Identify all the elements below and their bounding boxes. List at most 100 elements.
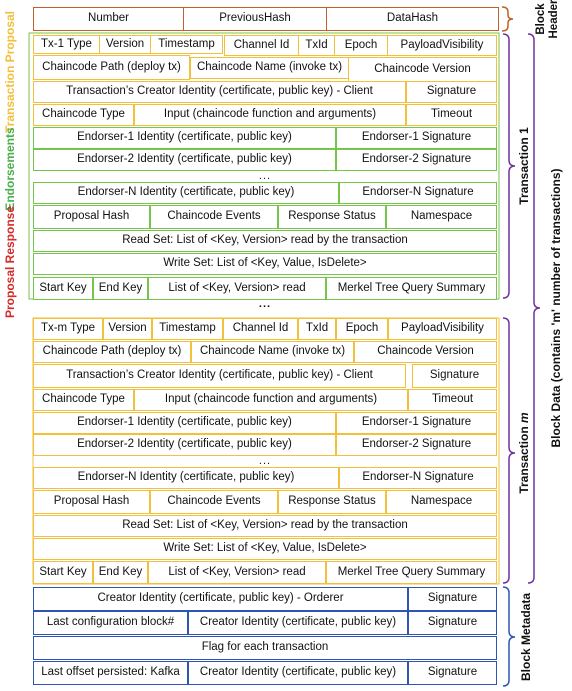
tx1-type-text: Tx-1 Type <box>41 37 92 50</box>
txm-chaincode-events-text: Chaincode Events <box>167 495 261 508</box>
tx1-signature-text: Signature <box>426 85 477 98</box>
txm-start-key-text: Start Key <box>39 565 87 578</box>
txm-endorser2-identity-text: Endorser-2 Identity (certificate, public… <box>77 438 292 451</box>
between-transactions-ellipsis: ... <box>258 298 272 310</box>
txm-start-key: Start Key <box>33 561 93 584</box>
tx1-input: Input (chaincode function and arguments) <box>134 104 406 126</box>
txm-timeout: Timeout <box>408 389 497 411</box>
header-data-hash-text: DataHash <box>386 12 439 25</box>
transaction-proposal-label: Transaction Proposal <box>3 10 17 134</box>
txm-signature-text: Signature <box>429 369 480 382</box>
header-data-hash: DataHash <box>326 7 499 31</box>
tx1-endorser1-identity: Endorser-1 Identity (certificate, public… <box>33 127 336 149</box>
transaction-m-brace <box>502 317 516 584</box>
txm-chaincode-version: Chaincode Version <box>354 341 497 363</box>
txm-version-text: Version <box>108 322 147 335</box>
meta-last-config-block-text: Last configuration block# <box>46 616 175 629</box>
txm-endorserN-identity: Endorser-N Identity (certificate, public… <box>33 467 339 489</box>
txm-end-key: End Key <box>93 561 148 584</box>
transaction-m-label-prefix: Transaction <box>517 422 531 494</box>
txm-chaincode-path: Chaincode Path (deploy tx) <box>33 341 191 363</box>
tx1-range-read-text: List of <Key, Version> read <box>168 281 306 294</box>
txm-txid: TxId <box>298 318 336 340</box>
tx1-endorserN-signature: Endorser-N Signature <box>339 182 497 204</box>
header-number-text: Number <box>88 12 129 25</box>
meta-last-offset: Last offset persisted: Kafka <box>33 661 188 685</box>
tx1-payload-visibility: PayloadVisibility <box>387 35 497 56</box>
txm-read-set-text: Read Set: List of <Key, Version> read by… <box>122 519 408 532</box>
tx1-endorser2-identity-text: Endorser-2 Identity (certificate, public… <box>77 153 292 166</box>
tx1-channel-id-text: Channel Id <box>233 38 290 51</box>
tx1-write-set: Write Set: List of <Key, Value, IsDelete… <box>33 253 497 275</box>
txm-endorserN-signature-text: Endorser-N Signature <box>362 471 474 484</box>
txm-write-set: Write Set: List of <Key, Value, IsDelete… <box>33 538 497 560</box>
block-header-label: Block Header <box>535 0 560 39</box>
txm-chaincode-type-text: Chaincode Type <box>42 393 125 406</box>
txm-endorser2-identity: Endorser-2 Identity (certificate, public… <box>33 434 336 456</box>
tx1-channel-id: Channel Id <box>224 35 299 56</box>
meta-transaction-flags: Flag for each transaction <box>33 636 497 660</box>
tx1-timestamp-text: Timestamp <box>158 37 215 50</box>
endorsements-label: Endorsements <box>3 127 17 211</box>
tx1-endorser1-signature-text: Endorser-1 Signature <box>361 131 472 144</box>
meta-config-creator-identity-text: Creator Identity (certificate, public ke… <box>199 616 397 629</box>
txm-chaincode-version-text: Chaincode Version <box>377 345 474 358</box>
txm-txid-text: TxId <box>305 322 329 335</box>
block-data-brace <box>527 33 541 584</box>
tx1-timestamp: Timestamp <box>150 35 223 54</box>
txm-chaincode-events: Chaincode Events <box>150 490 278 514</box>
tx1-creator-identity: Transaction’s Creator Identity (certific… <box>33 81 406 103</box>
tx1-namespace: Namespace <box>386 205 497 229</box>
tx1-chaincode-version-text: Chaincode Version <box>374 62 471 75</box>
tx1-chaincode-events: Chaincode Events <box>150 205 278 229</box>
txm-epoch: Epoch <box>336 318 388 340</box>
meta-orderer-signature-text: Signature <box>427 592 478 605</box>
meta-orderer-identity: Creator Identity (certificate, public ke… <box>33 587 408 611</box>
txm-response-status: Response Status <box>278 490 386 514</box>
txm-endorsers-ellipsis: ... <box>258 455 272 467</box>
tx1-start-key: Start Key <box>33 277 93 300</box>
transaction-m-label-var: m <box>517 412 531 423</box>
tx1-start-key-text: Start Key <box>39 281 87 294</box>
tx1-end-key-text: End Key <box>98 281 143 294</box>
meta-offset-creator-identity: Creator Identity (certificate, public ke… <box>188 661 408 685</box>
tx1-endorser2-signature: Endorser-2 Signature <box>336 149 497 171</box>
tx1-txid-text: TxId <box>305 38 328 51</box>
tx1-chaincode-version: Chaincode Version <box>348 57 497 82</box>
tx1-response-status-text: Response Status <box>288 210 376 223</box>
tx1-input-text: Input (chaincode function and arguments) <box>163 108 377 121</box>
header-number: Number <box>33 7 184 31</box>
meta-last-config-block: Last configuration block# <box>33 611 188 635</box>
tx1-chaincode-name-text: Chaincode Name (invoke tx) <box>196 61 343 74</box>
txm-end-key-text: End Key <box>98 565 143 578</box>
transaction-1-label: Transaction 1 <box>517 127 531 205</box>
txm-chaincode-path-text: Chaincode Path (deploy tx) <box>42 345 182 358</box>
txm-creator-identity: Transaction’s Creator Identity (certific… <box>33 364 406 388</box>
tx1-version-text: Version <box>105 37 145 50</box>
txm-timestamp-text: Timestamp <box>159 322 216 335</box>
meta-config-signature: Signature <box>408 611 497 635</box>
tx1-creator-identity-text: Transaction’s Creator Identity (certific… <box>66 85 373 98</box>
txm-endorserN-identity-text: Endorser-N Identity (certificate, public… <box>77 471 295 484</box>
meta-config-creator-identity: Creator Identity (certificate, public ke… <box>188 611 408 635</box>
txm-range-read-text: List of <Key, Version> read <box>168 565 306 578</box>
tx1-chaincode-type-text: Chaincode Type <box>42 108 125 121</box>
tx1-range-read: List of <Key, Version> read <box>148 277 326 300</box>
tx1-timeout: Timeout <box>406 104 497 126</box>
tx1-chaincode-name: Chaincode Name (invoke tx) <box>190 57 349 79</box>
txm-type: Tx-m Type <box>33 318 103 340</box>
txm-endorser1-signature: Endorser-1 Signature <box>336 412 497 434</box>
tx1-type: Tx-1 Type <box>33 35 100 54</box>
txm-endorserN-signature: Endorser-N Signature <box>339 467 497 489</box>
tx1-proposal-hash-text: Proposal Hash <box>53 210 130 223</box>
header-previous-hash: PreviousHash <box>183 7 327 31</box>
txm-read-set: Read Set: List of <Key, Version> read by… <box>33 515 497 537</box>
meta-orderer-identity-text: Creator Identity (certificate, public ke… <box>97 592 344 605</box>
txm-range-read: List of <Key, Version> read <box>148 561 326 584</box>
txm-chaincode-type: Chaincode Type <box>33 389 134 411</box>
tx1-chaincode-events-text: Chaincode Events <box>167 210 261 223</box>
meta-offset-signature-text: Signature <box>427 666 478 679</box>
txm-response-status-text: Response Status <box>288 495 376 508</box>
tx1-namespace-text: Namespace <box>410 210 473 223</box>
txm-input: Input (chaincode function and arguments) <box>134 389 408 411</box>
